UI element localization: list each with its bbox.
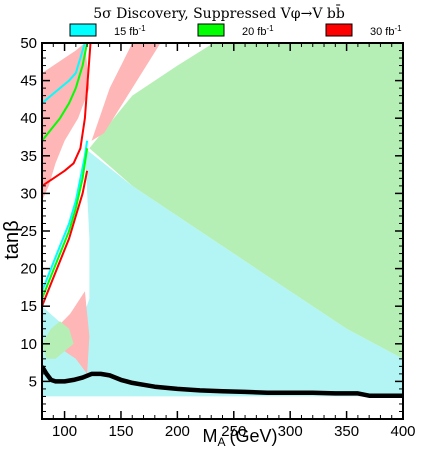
x-tick-label: 250 [221, 423, 246, 440]
x-tick-label: 350 [334, 423, 359, 440]
y-tick-label: 35 [20, 148, 37, 165]
region-green-upper [89, 43, 403, 359]
y-axis-label: tanβ [1, 220, 23, 259]
region-green-lower-left [42, 321, 74, 359]
y-tick-label: 45 [20, 73, 37, 90]
x-tick-label: 100 [52, 423, 77, 440]
x-axis-label-main: M [202, 426, 217, 446]
contour-line-2 [42, 140, 89, 292]
region-pink-wedge [91, 43, 161, 141]
contour-line-6 [42, 170, 89, 307]
y-tick-label: 30 [20, 185, 37, 202]
x-axis-label: MA (GeV) [202, 426, 277, 449]
legend-swatch [197, 23, 225, 37]
legend-label: 15 fb-1 [114, 24, 146, 38]
y-tick-label: 5 [29, 373, 37, 390]
region-cyan-main [42, 148, 403, 397]
contour-line-4 [42, 148, 89, 300]
legend-label: 30 fb-1 [370, 24, 402, 38]
y-tick-label: 15 [20, 298, 37, 315]
contour-line-1 [42, 43, 86, 104]
region-pink-bottom [55, 291, 90, 374]
chart-title: 5σ Discovery, Suppressed Vφ→V bb̄ [93, 4, 345, 22]
y-tick-label: 50 [20, 35, 37, 52]
y-tick-label: 20 [20, 261, 37, 278]
x-tick-label: 300 [278, 423, 303, 440]
contour-layer [42, 43, 403, 398]
legend-label: 20 fb-1 [242, 24, 274, 38]
y-tick-label: 40 [20, 110, 37, 127]
x-axis-label-unit: (GeV) [230, 426, 278, 446]
x-tick-label: 200 [165, 423, 190, 440]
y-tick-label: 25 [20, 223, 37, 240]
limit-curve [42, 365, 403, 398]
legend: 15 fb-1 20 fb-1 30 fb-1 [69, 23, 402, 38]
x-tick-label: 150 [108, 423, 133, 440]
svg-text:MA(GeV): MA (GeV) [202, 426, 277, 449]
region-layer [42, 43, 403, 397]
legend-swatch [69, 23, 97, 37]
contour-line-3 [42, 43, 89, 142]
tick-layer: 100 150 200 250 300 350 400 5 10 15 20 25 30 35 40 45 50 [20, 35, 415, 440]
x-axis-label-sub: A [217, 435, 225, 449]
y-tick-label: 10 [20, 336, 37, 353]
legend-swatch [325, 23, 353, 37]
contour-line-5 [42, 43, 92, 187]
x-tick-label: 400 [390, 423, 415, 440]
